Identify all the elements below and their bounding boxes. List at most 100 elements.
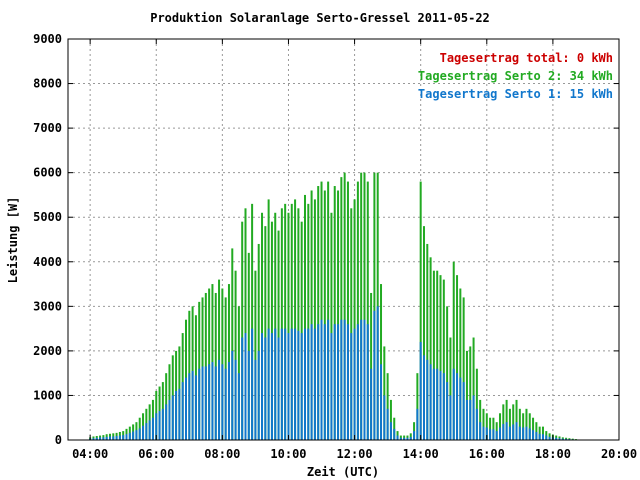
bar-serto-2 [489, 417, 492, 440]
bar-serto-2 [548, 433, 551, 440]
bar-serto-2 [323, 190, 326, 440]
bar-serto-1 [294, 328, 297, 440]
bar-serto-1 [512, 424, 515, 440]
bar-serto-2 [383, 346, 386, 440]
bar-serto-1 [178, 388, 181, 440]
bar-serto-1 [522, 427, 525, 440]
bar-serto-1 [502, 423, 505, 440]
bar-serto-2 [257, 243, 260, 440]
bar-serto-1 [161, 408, 164, 440]
bar-serto-1 [532, 430, 535, 440]
bar-serto-2 [532, 417, 535, 440]
y-tick-label: 1000 [33, 388, 62, 402]
bar-serto-1 [138, 428, 141, 440]
bar-serto-1 [538, 433, 541, 440]
bar-serto-2 [234, 270, 237, 440]
bar-serto-1 [247, 350, 250, 440]
bar-serto-2 [366, 181, 369, 440]
bar-serto-2 [297, 208, 300, 440]
bar-serto-1 [356, 324, 359, 440]
bar-serto-1 [181, 382, 184, 440]
bar-serto-1 [456, 373, 459, 440]
bar-serto-1 [363, 319, 366, 440]
bar-serto-2 [251, 203, 254, 440]
bar-serto-1 [261, 333, 264, 440]
bar-serto-1 [327, 319, 330, 440]
bar-serto-1 [399, 437, 402, 440]
bar-serto-2 [482, 408, 485, 440]
bar-serto-2 [373, 172, 376, 441]
bar-serto-1 [432, 368, 435, 440]
bar-serto-2 [518, 408, 521, 440]
bar-serto-2 [475, 368, 478, 440]
bar-serto-1 [297, 330, 300, 440]
bar-serto-2 [241, 221, 244, 440]
bar-serto-2 [525, 408, 528, 440]
bar-serto-2 [419, 181, 422, 440]
bar-serto-1 [495, 431, 498, 440]
bar-serto-1 [565, 438, 568, 440]
bar-serto-1 [317, 324, 320, 440]
bar-serto-1 [409, 436, 412, 440]
bar-serto-1 [350, 333, 353, 440]
bar-serto-1 [102, 437, 105, 440]
bar-serto-1 [188, 373, 191, 440]
bar-serto-2 [442, 279, 445, 440]
bar-serto-2 [350, 208, 353, 440]
y-tick-label: 8000 [33, 77, 62, 91]
bar-serto-1 [135, 430, 138, 440]
bar-serto-2 [353, 199, 356, 440]
bar-serto-1 [558, 438, 561, 440]
x-tick-label: 14:00 [403, 447, 439, 461]
bar-serto-2 [274, 212, 277, 440]
bar-serto-2 [237, 306, 240, 440]
bar-serto-1 [452, 368, 455, 440]
bar-serto-1 [158, 411, 161, 440]
bar-serto-1 [115, 435, 118, 440]
bar-serto-1 [442, 373, 445, 440]
bar-serto-1 [518, 426, 521, 440]
x-tick-label: 18:00 [535, 447, 571, 461]
bar-serto-2 [208, 288, 211, 440]
bar-serto-1 [257, 350, 260, 440]
bar-serto-2 [409, 433, 412, 440]
bar-serto-1 [353, 328, 356, 440]
ticks-layer: 0 1000 2000 3000 4000 5000 6000 7000 8000 9000 04:… [33, 32, 637, 461]
y-tick-label: 4000 [33, 255, 62, 269]
bar-serto-1 [218, 359, 221, 440]
bar-serto-1 [346, 324, 349, 440]
bar-serto-1 [333, 324, 336, 440]
bar-serto-2 [270, 221, 273, 440]
bar-serto-2 [287, 212, 290, 440]
bar-serto-1 [370, 368, 373, 440]
bar-serto-1 [234, 359, 237, 440]
bar-serto-1 [231, 350, 234, 440]
bar-serto-1 [270, 333, 273, 440]
bar-serto-1 [142, 425, 145, 440]
bar-serto-1 [337, 324, 340, 440]
bar-serto-2 [499, 413, 502, 440]
bar-serto-1 [208, 364, 211, 440]
bar-serto-2 [508, 408, 511, 440]
bar-serto-1 [221, 364, 224, 440]
bar-serto-2 [535, 422, 538, 440]
bar-serto-1 [280, 328, 283, 440]
bar-serto-1 [168, 399, 171, 440]
bar-serto-1 [469, 399, 472, 440]
y-axis-label: Leistung [W] [6, 197, 20, 284]
bar-serto-1 [426, 359, 429, 440]
bar-serto-2 [317, 186, 320, 440]
bar-serto-1 [264, 337, 267, 440]
bar-serto-2 [459, 288, 462, 440]
y-tick-label: 3000 [33, 299, 62, 313]
bar-serto-2 [522, 413, 525, 440]
bar-serto-1 [393, 428, 396, 440]
bar-serto-1 [194, 375, 197, 440]
bar-serto-1 [118, 435, 121, 440]
bar-serto-2 [479, 399, 482, 440]
bar-serto-1 [237, 373, 240, 440]
bar-serto-1 [436, 368, 439, 440]
bar-serto-1 [151, 417, 154, 440]
bar-serto-2 [541, 426, 544, 440]
